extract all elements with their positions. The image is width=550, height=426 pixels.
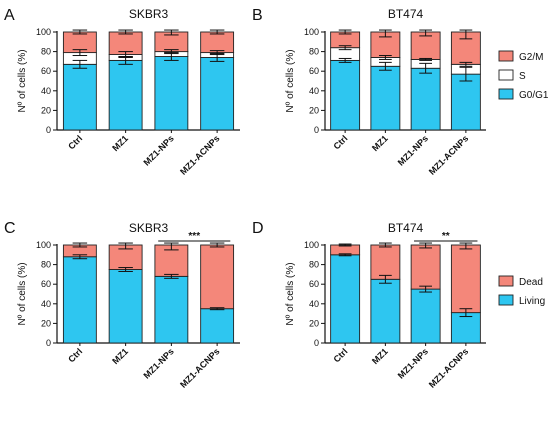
panel-title: BT474 [388,7,424,21]
bar-dead [200,244,235,310]
legend-swatch [498,275,514,287]
legend-label: Living [519,296,545,307]
x-tick-label: MZ1 [110,133,130,153]
bar-living [370,278,401,344]
y-tick-label: 80 [41,47,51,57]
significance-label: ** [442,231,450,242]
y-tick-label: 100 [36,27,51,37]
chart-panel-d: D BT474 0 20 40 60 80 100 Nº of cells (%) Ctrl MZ1… [252,220,486,390]
legend-swatch [498,88,514,100]
y-tick-label: 100 [304,240,319,250]
bar-g0-g1 [450,73,481,131]
y-tick-label: 60 [309,66,319,76]
x-tick-label: Ctrl [332,133,350,151]
y-tick-label: 40 [41,299,51,309]
significance-label: *** [188,231,200,242]
y-axis-title: Nº of cells (%) [17,49,28,112]
x-tick-label: MZ1-NPs [141,346,175,380]
x-tick-label: Ctrl [66,346,84,364]
y-tick-label: 40 [309,299,319,309]
panel-letter: D [252,220,264,237]
y-axis-title: Nº of cells (%) [17,262,28,325]
y-tick-label: 60 [41,66,51,76]
bar-living [154,275,189,344]
bar-dead [370,244,401,280]
legend-swatch [498,50,514,62]
legend-cell-cycle: G2/M S G0/G1 [498,50,549,101]
bar-living [330,254,361,344]
bar-g0-g1 [200,57,235,131]
x-tick-label: MZ1 [370,133,390,153]
y-tick-label: 60 [309,279,319,289]
panel-letter: C [4,220,16,237]
panel-title: SKBR3 [129,221,169,235]
y-tick-label: 0 [46,338,51,348]
bar-living [410,288,441,344]
legend-label: G0/G1 [519,90,549,101]
y-tick-label: 80 [309,260,319,270]
legend-label: G2/M [519,52,543,63]
y-tick-label: 0 [46,125,51,135]
y-tick-label: 40 [41,86,51,96]
x-tick-label: MZ1 [110,346,130,366]
bar-g0-g1 [370,65,401,131]
y-tick-label: 40 [309,86,319,96]
x-tick-label: MZ1-NPs [396,133,430,167]
bar-living [200,308,235,344]
y-tick-label: 0 [314,338,319,348]
bar-living [108,269,143,344]
x-tick-label: MZ1-ACNPs [427,346,470,389]
bar-dead [410,244,441,290]
chart-panel-b: B BT474 0 20 40 60 80 100 Nº of cells (%) Ctrl MZ1… [252,7,486,177]
bar-g0-g1 [62,63,97,131]
x-tick-label: MZ1-ACNPs [178,133,221,176]
x-tick-label: MZ1-ACNPs [427,133,470,176]
x-tick-label: MZ1 [370,346,390,366]
y-tick-label: 0 [314,125,319,135]
bar-g0-g1 [108,59,143,131]
legend-label: S [519,71,526,82]
x-tick-label: MZ1-NPs [141,133,175,167]
y-tick-label: 20 [309,318,319,328]
bar-living [450,312,481,344]
panel-title: BT474 [388,221,424,235]
legend-swatch [498,294,514,306]
legend-swatch [498,69,514,81]
x-tick-label: Ctrl [66,133,84,151]
panel-letter: B [252,7,263,24]
legend-viability: Dead Living [498,275,545,307]
y-tick-label: 80 [309,47,319,57]
y-tick-label: 20 [309,105,319,115]
bar-living [62,256,97,344]
bar-g0-g1 [410,67,441,131]
x-tick-label: MZ1-NPs [396,346,430,380]
panel-title: SKBR3 [129,7,169,21]
bar-dead [450,244,481,314]
x-tick-label: Ctrl [332,346,350,364]
chart-panel-c: C SKBR3 0 20 40 60 80 100 Nº of cells (%) Ctrl MZ1… [4,220,240,390]
x-tick-label: MZ1-ACNPs [178,346,221,389]
y-tick-label: 100 [36,240,51,250]
bar-g0-g1 [154,56,189,131]
y-tick-label: 20 [41,105,51,115]
y-tick-label: 80 [41,260,51,270]
bar-g0-g1 [330,59,361,131]
panel-letter: A [4,7,15,24]
y-axis-title: Nº of cells (%) [285,262,296,325]
y-tick-label: 60 [41,279,51,289]
y-tick-label: 100 [304,27,319,37]
y-tick-label: 20 [41,318,51,328]
y-axis-title: Nº of cells (%) [285,49,296,112]
chart-panel-a: A SKBR3 0 20 40 60 80 100 Nº of cells (%) Ctrl MZ1… [4,7,240,177]
legend-label: Dead [519,277,543,288]
bar-g2-m [200,31,235,54]
